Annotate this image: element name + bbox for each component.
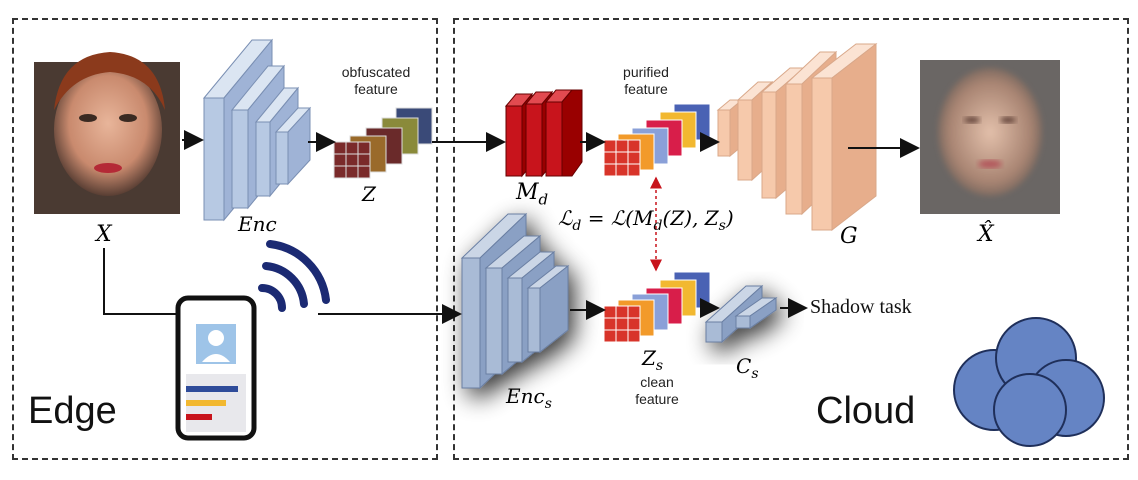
phone-icon [175, 295, 257, 441]
label-clean-feature: clean feature [635, 374, 679, 407]
generator-g [716, 42, 878, 232]
clean-feature-grid [603, 271, 711, 343]
shadow-encoder-enc-s [460, 212, 570, 390]
label-x-hat: X̂ [978, 222, 994, 247]
cloud-label: Cloud [816, 390, 916, 432]
obfuscated-feature-grid [333, 107, 433, 179]
label-g: G [840, 224, 858, 249]
label-enc-s: Encs [506, 384, 552, 412]
edge-label: Edge [28, 390, 117, 432]
purified-feature-grid [603, 103, 711, 177]
label-cs: Cs [736, 354, 759, 382]
label-z: Z [362, 182, 376, 206]
label-x: X [96, 222, 112, 247]
cloud-panel [453, 18, 1129, 460]
encoder-enc [202, 38, 312, 222]
label-loss-equation: ℒd = ℒ(Md(Z), Zs) [558, 206, 734, 234]
label-shadow-task: Shadow task [810, 296, 912, 318]
masking-module-md [504, 89, 583, 178]
line-x-to-phone [103, 248, 176, 315]
label-zs: Zs [642, 346, 664, 374]
label-enc: Enc [238, 212, 277, 236]
wireless-signal-icon [258, 240, 330, 312]
label-obfuscated-feature: obfuscated feature [341, 64, 411, 97]
edge-panel [12, 18, 438, 460]
shadow-classifier-cs [704, 284, 778, 344]
cloud-icon [953, 317, 1105, 447]
label-md: Md [516, 180, 549, 209]
label-purified-feature: purified feature [623, 64, 669, 97]
reconstructed-face-image [920, 60, 1060, 214]
input-face-image [34, 52, 180, 214]
